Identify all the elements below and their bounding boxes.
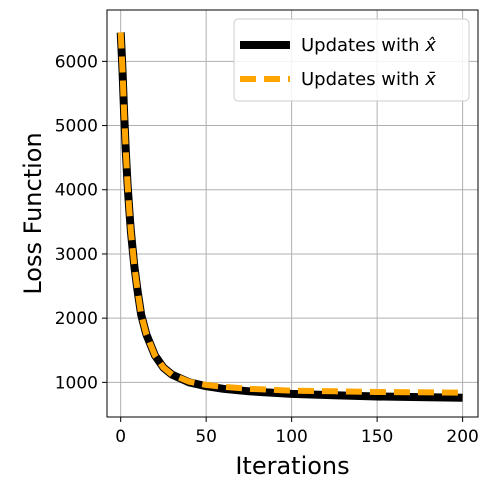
y-axis-label: Loss Function — [19, 132, 47, 294]
legend: Updates with x̂ Updates with x̄ — [233, 18, 470, 102]
x-tick-label: 150 — [361, 427, 393, 447]
tick-labels: 0 50 100 150 200 1000 2000 3000 4000 5000 6000 — [55, 52, 479, 447]
plot-area-frame — [106, 9, 479, 418]
y-tick-label: 2000 — [55, 309, 98, 329]
x-tick-label: 0 — [115, 427, 126, 447]
legend-label-2: Updates with x̄ — [301, 69, 436, 90]
x-tick-label: 50 — [195, 427, 217, 447]
series-line-2 — [117, 32, 463, 396]
x-tick-label: 100 — [275, 427, 307, 447]
y-tick-label: 1000 — [55, 373, 98, 393]
y-tick-label: 4000 — [55, 181, 98, 201]
tick-marks — [102, 60, 464, 422]
x-axis-label: Iterations — [235, 452, 349, 480]
y-tick-label: 3000 — [55, 245, 98, 265]
x-tick-label: 200 — [446, 427, 478, 447]
y-tick-label: 6000 — [55, 52, 98, 72]
legend-box — [233, 18, 470, 102]
legend-label-1: Updates with x̂ — [301, 35, 436, 56]
series-lines — [116, 32, 463, 402]
y-tick-label: 5000 — [55, 117, 98, 137]
